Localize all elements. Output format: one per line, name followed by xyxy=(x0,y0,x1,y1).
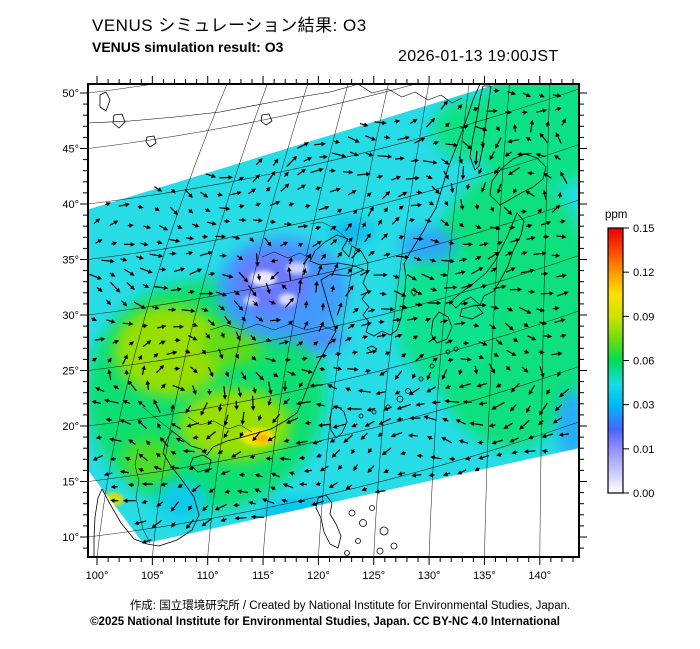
svg-text:15°: 15° xyxy=(62,477,79,489)
svg-text:105°: 105° xyxy=(141,570,164,582)
svg-text:50°: 50° xyxy=(62,88,79,100)
svg-text:45°: 45° xyxy=(62,144,79,156)
svg-text:0.06: 0.06 xyxy=(633,356,654,368)
footer-credit: 作成: 国立環境研究所 / Created by National Instit… xyxy=(129,600,571,612)
svg-text:120°: 120° xyxy=(307,570,330,582)
svg-text:35°: 35° xyxy=(62,255,79,267)
svg-text:0.01: 0.01 xyxy=(633,444,654,456)
svg-text:130°: 130° xyxy=(418,570,441,582)
map-frame xyxy=(87,83,580,558)
svg-text:125°: 125° xyxy=(362,570,385,582)
svg-text:100°: 100° xyxy=(86,570,109,582)
svg-text:40°: 40° xyxy=(62,199,79,211)
colorbar-unit-label: ppm xyxy=(605,209,627,221)
svg-text:0.12: 0.12 xyxy=(633,267,654,279)
svg-text:0.15: 0.15 xyxy=(633,223,654,235)
svg-text:0.03: 0.03 xyxy=(633,400,654,412)
svg-text:20°: 20° xyxy=(62,421,79,433)
footer-license: ©2025 National Institute for Environment… xyxy=(90,616,560,628)
axis-tick-labels: 100° 105° 110° 115° 120° 125° 130° 135° 140° 50° 4… xyxy=(62,88,551,582)
wind-vector-field xyxy=(89,88,570,544)
page-title-japanese: VENUS シミュレーション結果: O3 xyxy=(92,16,367,35)
svg-text:135°: 135° xyxy=(473,570,496,582)
timestamp-label: 2026-01-13 19:00JST xyxy=(398,48,559,65)
svg-text:110°: 110° xyxy=(197,570,219,582)
svg-text:140°: 140° xyxy=(528,570,551,582)
page-title-english: VENUS simulation result: O3 xyxy=(92,39,284,55)
colorbar: ppm 0.15 0.12 0.09 0.06 0.03 0.01 0.00 xyxy=(605,209,654,500)
svg-text:0.00: 0.00 xyxy=(633,488,654,500)
svg-text:10°: 10° xyxy=(62,532,79,544)
svg-text:25°: 25° xyxy=(62,366,79,378)
svg-text:115°: 115° xyxy=(252,570,274,582)
svg-text:30°: 30° xyxy=(62,310,79,322)
graticule xyxy=(88,84,579,557)
svg-text:0.09: 0.09 xyxy=(633,311,654,323)
axis-ticks xyxy=(80,76,587,565)
